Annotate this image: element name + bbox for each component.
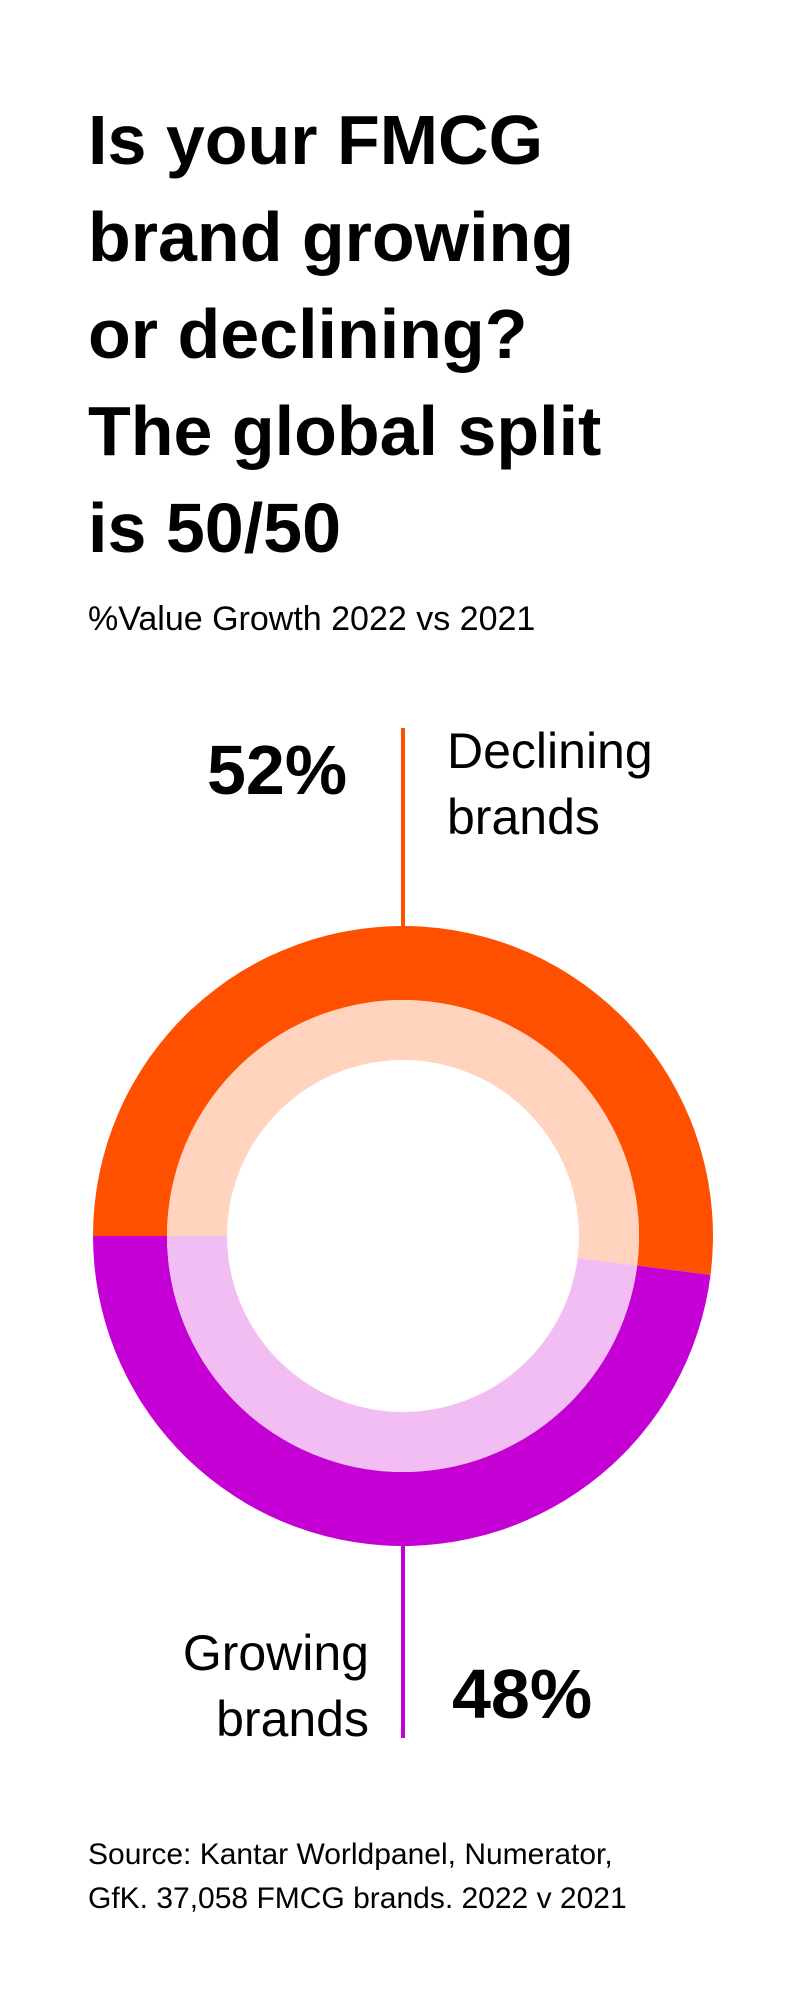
declining-label: Declining brands: [447, 718, 653, 850]
title-line: Is your FMCG: [88, 101, 544, 179]
growing-inner-ring: [167, 1236, 638, 1473]
declining-label-line: Declining: [447, 723, 653, 779]
source-note: Source: Kantar Worldpanel, Numerator, Gf…: [88, 1833, 627, 1921]
growing-label-line: brands: [216, 1691, 369, 1747]
chart-subtitle: %Value Growth 2022 vs 2021: [88, 600, 536, 638]
declining-percentage: 52%: [207, 731, 348, 809]
growing-outer-ring: [93, 1236, 711, 1546]
growing-label: Growing brands: [120, 1620, 369, 1752]
declining-inner-ring: [167, 1000, 640, 1266]
title-line: brand growing: [88, 198, 575, 276]
growing-percentage: 48%: [452, 1655, 593, 1733]
declining-label-line: brands: [447, 789, 600, 845]
title-line: is 50/50: [88, 489, 341, 567]
growing-label-line: Growing: [182, 1625, 369, 1681]
declining-outer-ring: [93, 926, 713, 1275]
title-line: or declining?: [88, 295, 528, 373]
source-line: Source: Kantar Worldpanel, Numerator,: [88, 1838, 613, 1871]
source-line: GfK. 37,058 FMCG brands. 2022 v 2021: [88, 1882, 627, 1915]
title-line: The global split: [88, 392, 602, 470]
chart-title: Is your FMCG brand growing or declining?…: [88, 92, 728, 577]
